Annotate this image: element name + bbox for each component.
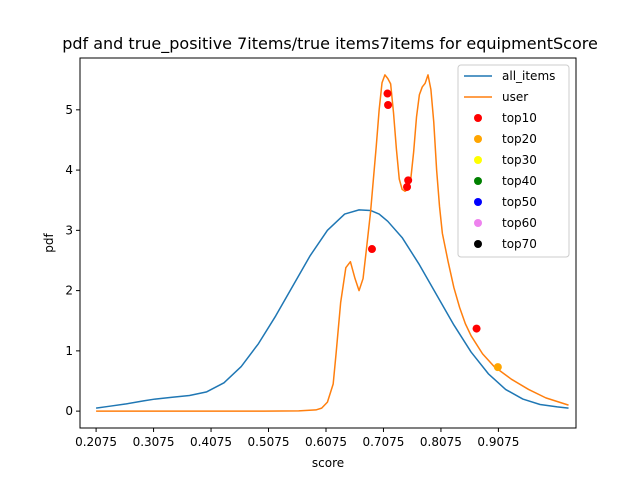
y-tick-label: 5	[65, 103, 73, 117]
legend-label-all-items: all_items	[502, 69, 555, 83]
scatter-point-top10-4	[404, 176, 413, 185]
legend-label-top40: top40	[502, 174, 537, 188]
y-tick-label: 4	[65, 163, 73, 177]
legend-label-top10: top10	[502, 111, 537, 125]
y-axis-ticks: 0 1 2 3 4 5	[65, 103, 80, 418]
legend-label-top50: top50	[502, 195, 537, 209]
x-axis-ticks: 0.2075 0.3075 0.4075 0.5075 0.6075 0.7075 0.80…	[75, 428, 519, 449]
legend-label-top70: top70	[502, 237, 537, 251]
scatter-point-top10-0	[367, 245, 376, 254]
scatter-point-top10-1	[383, 89, 392, 98]
scatter-layer	[367, 89, 502, 372]
legend-label-user: user	[502, 90, 528, 104]
y-tick-label: 0	[65, 404, 73, 418]
x-tick-label: 0.3075	[133, 435, 175, 449]
x-tick-label: 0.8075	[420, 435, 462, 449]
series-line-all-items	[95, 209, 569, 409]
scatter-point-top10-5	[472, 324, 481, 333]
legend-label-top60: top60	[502, 216, 537, 230]
legend-label-top30: top30	[502, 153, 537, 167]
legend-box	[457, 64, 570, 258]
x-tick-label: 0.6075	[305, 435, 347, 449]
series-line-user	[96, 74, 569, 412]
plot-area: 0.2075 0.3075 0.4075 0.5075 0.6075 0.7075 0.80…	[65, 57, 577, 449]
x-tick-label: 0.5075	[248, 435, 290, 449]
legend-marker-top40	[474, 177, 482, 185]
legend-marker-top70	[474, 240, 482, 248]
legend-marker-top50	[474, 198, 482, 206]
series-layer	[95, 74, 569, 412]
chart-title: pdf and true_positive 7items/true items7…	[62, 34, 598, 54]
y-axis-label: pdf	[42, 233, 56, 253]
scatter-point-top20-0	[493, 363, 502, 372]
x-axis-label: score	[312, 456, 344, 470]
scatter-point-top10-3	[403, 182, 412, 191]
y-tick-label: 1	[65, 344, 73, 358]
legend-marker-top60	[474, 219, 482, 227]
plot-frame	[79, 57, 577, 429]
legend-marker-top20	[474, 135, 482, 143]
legend-marker-top10	[474, 114, 482, 122]
x-tick-label: 0.9075	[477, 435, 519, 449]
legend-marker-top30	[474, 156, 482, 164]
scatter-point-top10-2	[384, 101, 393, 109]
legend-label-top20: top20	[502, 132, 537, 146]
x-tick-label: 0.7075	[362, 435, 404, 449]
x-tick-label: 0.2075	[75, 435, 117, 449]
y-tick-label: 3	[65, 223, 73, 237]
y-tick-label: 2	[65, 284, 73, 298]
x-tick-label: 0.4075	[190, 435, 232, 449]
